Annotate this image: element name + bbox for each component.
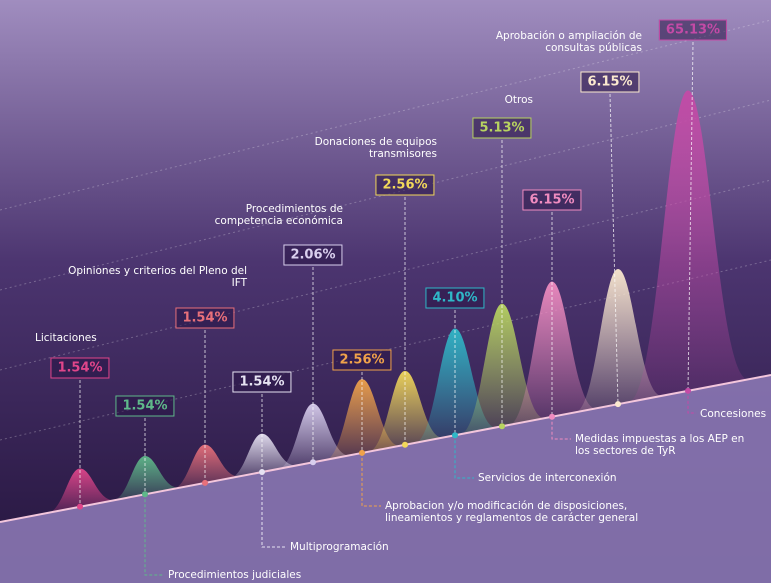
category-label: Concesiones <box>700 408 770 420</box>
value-label: 2.56% <box>375 175 434 196</box>
base-dot <box>549 414 555 420</box>
category-label: Otros <box>433 94 533 106</box>
base-dot <box>77 504 83 510</box>
category-label: Servicios de interconexión <box>478 472 678 484</box>
category-label: Opiniones y criterios del Pleno del IFT <box>57 265 247 289</box>
base-dot <box>202 480 208 486</box>
base-dot <box>402 442 408 448</box>
value-label: 1.54% <box>232 372 291 393</box>
base-dot <box>310 459 316 465</box>
chart <box>0 0 771 583</box>
value-label: 6.15% <box>522 190 581 211</box>
value-label: 2.56% <box>332 350 391 371</box>
base-dot <box>499 423 505 429</box>
value-label: 4.10% <box>425 288 484 309</box>
category-label: Multiprogramación <box>290 541 440 553</box>
value-label: 2.06% <box>283 245 342 266</box>
category-label: Procedimientos de competencia económica <box>203 203 343 227</box>
value-label: 65.13% <box>659 20 727 41</box>
category-label: Aprobacion y/o modificación de disposici… <box>385 500 655 524</box>
value-label: 1.54% <box>50 358 109 379</box>
value-label: 1.54% <box>175 308 234 329</box>
base-dot <box>452 432 458 438</box>
value-label: 5.13% <box>472 118 531 139</box>
category-label: Aprobación o ampliación de consultas púb… <box>482 30 642 54</box>
base-dot <box>685 388 691 394</box>
category-label: Donaciones de equipos transmisores <box>307 136 437 160</box>
base-dot <box>615 401 621 407</box>
category-label: Licitaciones <box>35 332 135 344</box>
infographic: 1.54% Licitaciones 1.54% Procedimientos jud… <box>0 0 771 583</box>
base-dot <box>259 469 265 475</box>
value-label: 6.15% <box>580 72 639 93</box>
base-dot <box>142 491 148 497</box>
category-label: Medidas impuestas a los AEP en los secto… <box>575 433 755 457</box>
value-label: 1.54% <box>115 396 174 417</box>
base-dot <box>359 450 365 456</box>
category-label: Procedimientos judiciales <box>168 569 368 581</box>
